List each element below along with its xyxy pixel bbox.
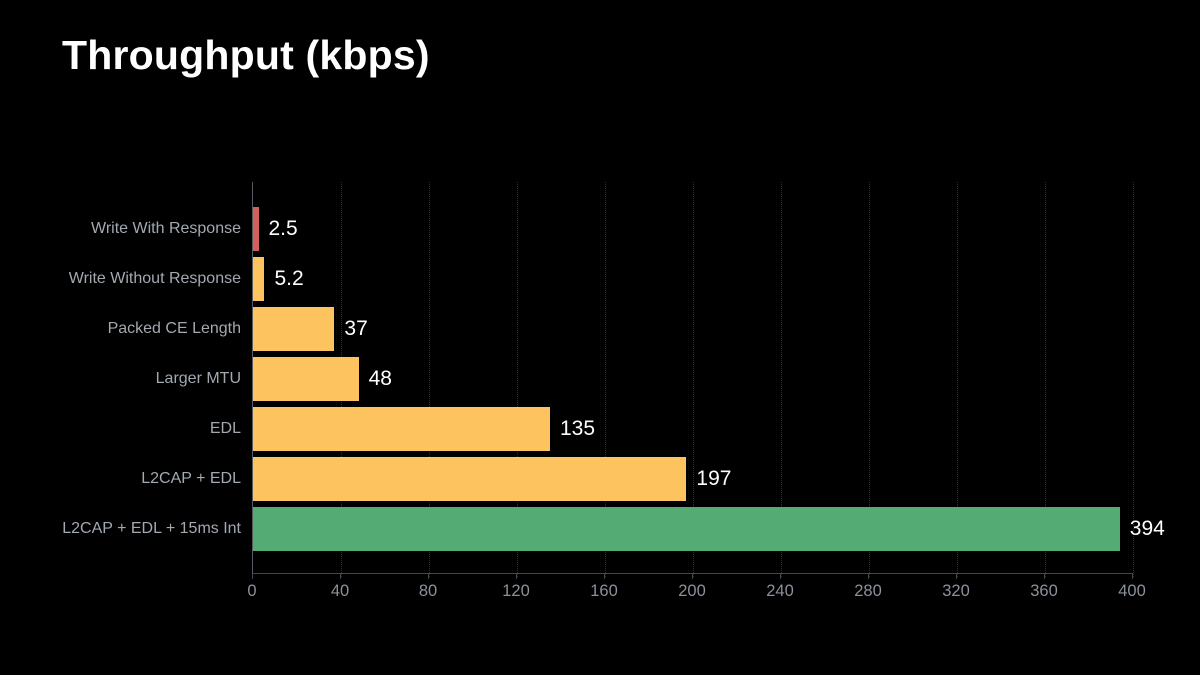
value-label: 197 — [696, 467, 732, 490]
x-tick-label-240: 240 — [766, 582, 794, 600]
category-label: EDL — [209, 420, 241, 437]
tick-mark-x-160 — [604, 574, 605, 579]
gridline-x-320 — [957, 182, 958, 577]
tick-mark-x-200 — [692, 574, 693, 579]
bar — [253, 207, 259, 251]
tick-mark-x-360 — [1044, 574, 1045, 579]
x-tick-label-80: 80 — [418, 582, 438, 600]
bar — [253, 307, 335, 351]
x-tick-label-160: 160 — [590, 582, 618, 600]
category-label: L2CAP + EDL + 15ms Int — [62, 520, 241, 537]
bar-row: EDL 135 — [210, 407, 1133, 451]
bar — [253, 457, 687, 501]
category-label: Write With Response — [91, 220, 241, 237]
value-label: 5.2 — [274, 267, 304, 290]
gridline-x-120 — [517, 182, 518, 577]
tick-mark-x-320 — [956, 574, 957, 579]
tick-mark-x-80 — [428, 574, 429, 579]
bar-row: L2CAP + EDL 197 — [141, 457, 1133, 501]
bar — [253, 357, 359, 401]
category-label: Write Without Response — [68, 270, 241, 287]
gridline-x-280 — [869, 182, 870, 577]
bar — [253, 407, 550, 451]
x-tick-label-400: 400 — [1118, 582, 1146, 600]
bar-row: Write Without Response 5.2 — [69, 257, 1133, 301]
gridline-x-360 — [1045, 182, 1046, 577]
bar — [253, 507, 1120, 551]
chart-title: Throughput (kbps) — [62, 32, 430, 78]
category-label: Packed CE Length — [107, 320, 241, 337]
tick-mark-x-240 — [780, 574, 781, 579]
value-label: 394 — [1129, 517, 1165, 540]
x-tick-label-280: 280 — [854, 582, 882, 600]
bar-row: Larger MTU 48 — [156, 357, 1133, 401]
bar-row: Write With Response 2.5 — [91, 207, 1133, 251]
value-label: 135 — [560, 417, 596, 440]
gridline-x-400 — [1133, 182, 1134, 577]
bar-rows: Write With Response 2.5 Write Without Resp… — [62, 207, 1165, 551]
tick-mark-x-120 — [516, 574, 517, 579]
gridline-x-80 — [429, 182, 430, 577]
category-label: L2CAP + EDL — [141, 470, 241, 487]
tick-mark-x-40 — [340, 574, 341, 579]
tick-mark-x-280 — [868, 574, 869, 579]
x-tick-label-40: 40 — [330, 582, 350, 600]
bar — [253, 257, 265, 301]
category-label: Larger MTU — [155, 370, 241, 387]
value-label: 48 — [368, 367, 392, 390]
x-tick-label-320: 320 — [942, 582, 970, 600]
x-tick-label-360: 360 — [1030, 582, 1058, 600]
gridline-x-240 — [781, 182, 782, 577]
tick-mark-x-400 — [1132, 574, 1133, 579]
value-label: 2.5 — [268, 217, 298, 240]
tick-mark-x-0 — [252, 574, 253, 579]
x-tick-label-120: 120 — [502, 582, 530, 600]
gridline-x-200 — [693, 182, 694, 577]
x-tick-label-0: 0 — [247, 582, 257, 600]
value-label: 37 — [344, 317, 368, 340]
bar-row: L2CAP + EDL + 15ms Int 394 — [62, 507, 1165, 551]
gridline-x-160 — [605, 182, 606, 577]
plot-area: Write With Response 2.5 Write Without Resp… — [62, 182, 1165, 577]
bar-row: Packed CE Length 37 — [108, 307, 1133, 351]
x-tick-label-200: 200 — [678, 582, 706, 600]
